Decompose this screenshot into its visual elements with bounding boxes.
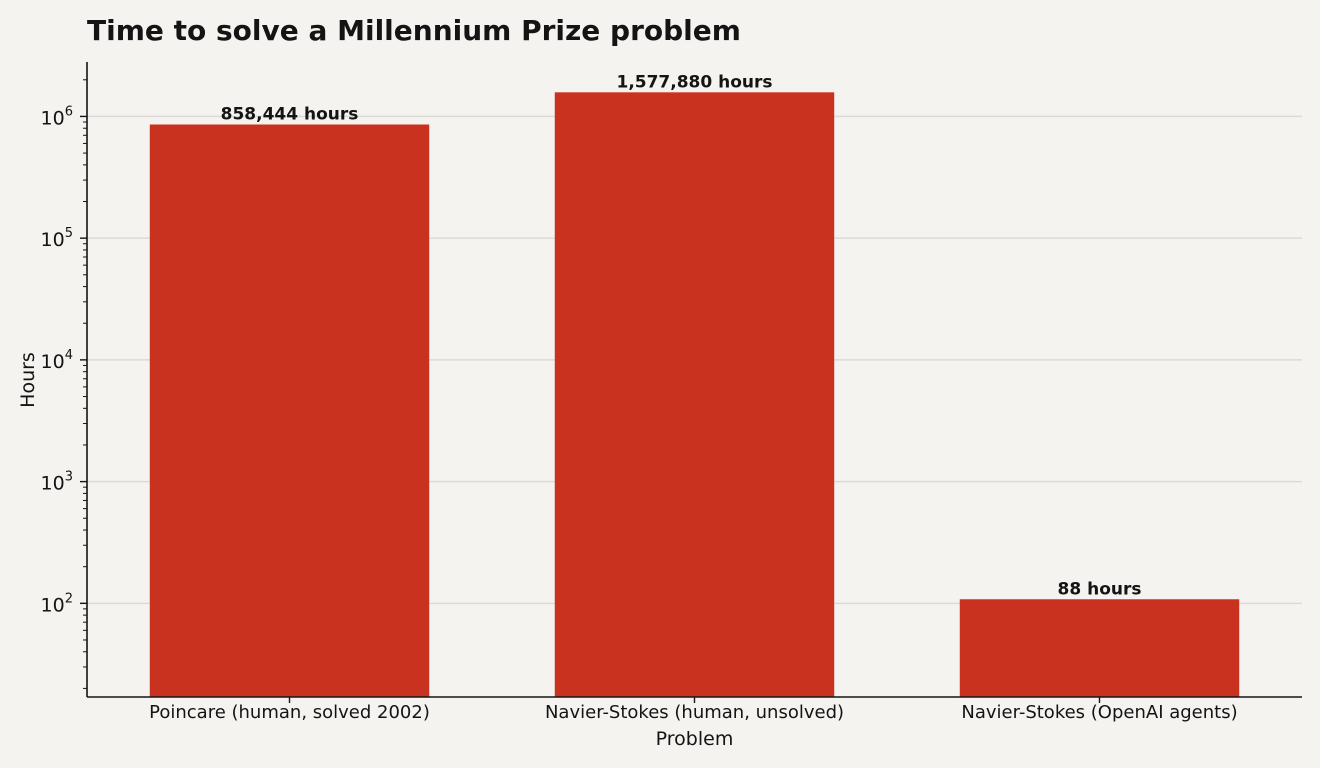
bar-value-label: 858,444 hours <box>221 104 359 124</box>
y-ticks: 102 103 104 105 106 <box>41 79 87 689</box>
bar-value-label: 1,577,880 hours <box>616 72 772 92</box>
y-tick-label: 104 <box>41 348 73 373</box>
x-axis-label: Problem <box>656 728 734 750</box>
y-tick-label: 105 <box>41 226 73 251</box>
y-axis-label: Hours <box>17 352 39 408</box>
bar <box>959 599 1240 697</box>
x-tick-label: Navier-Stokes (human, unsolved) <box>545 702 844 723</box>
bar-value-label: 88 hours <box>1058 579 1142 599</box>
y-tick-label: 106 <box>41 104 73 129</box>
x-tick-labels: Poincare (human, solved 2002) Navier-Stok… <box>149 697 1238 723</box>
bar <box>149 124 430 697</box>
y-tick-label: 102 <box>41 591 73 616</box>
x-tick-label: Poincare (human, solved 2002) <box>149 702 430 723</box>
x-tick-label: Navier-Stokes (OpenAI agents) <box>961 702 1237 723</box>
y-tick-label: 103 <box>41 470 73 495</box>
bars <box>149 92 1240 697</box>
bar <box>554 92 835 697</box>
chart-title: Time to solve a Millennium Prize problem <box>87 14 741 47</box>
bar-value-labels: 858,444 hours 1,577,880 hours 88 hours <box>221 72 1142 599</box>
